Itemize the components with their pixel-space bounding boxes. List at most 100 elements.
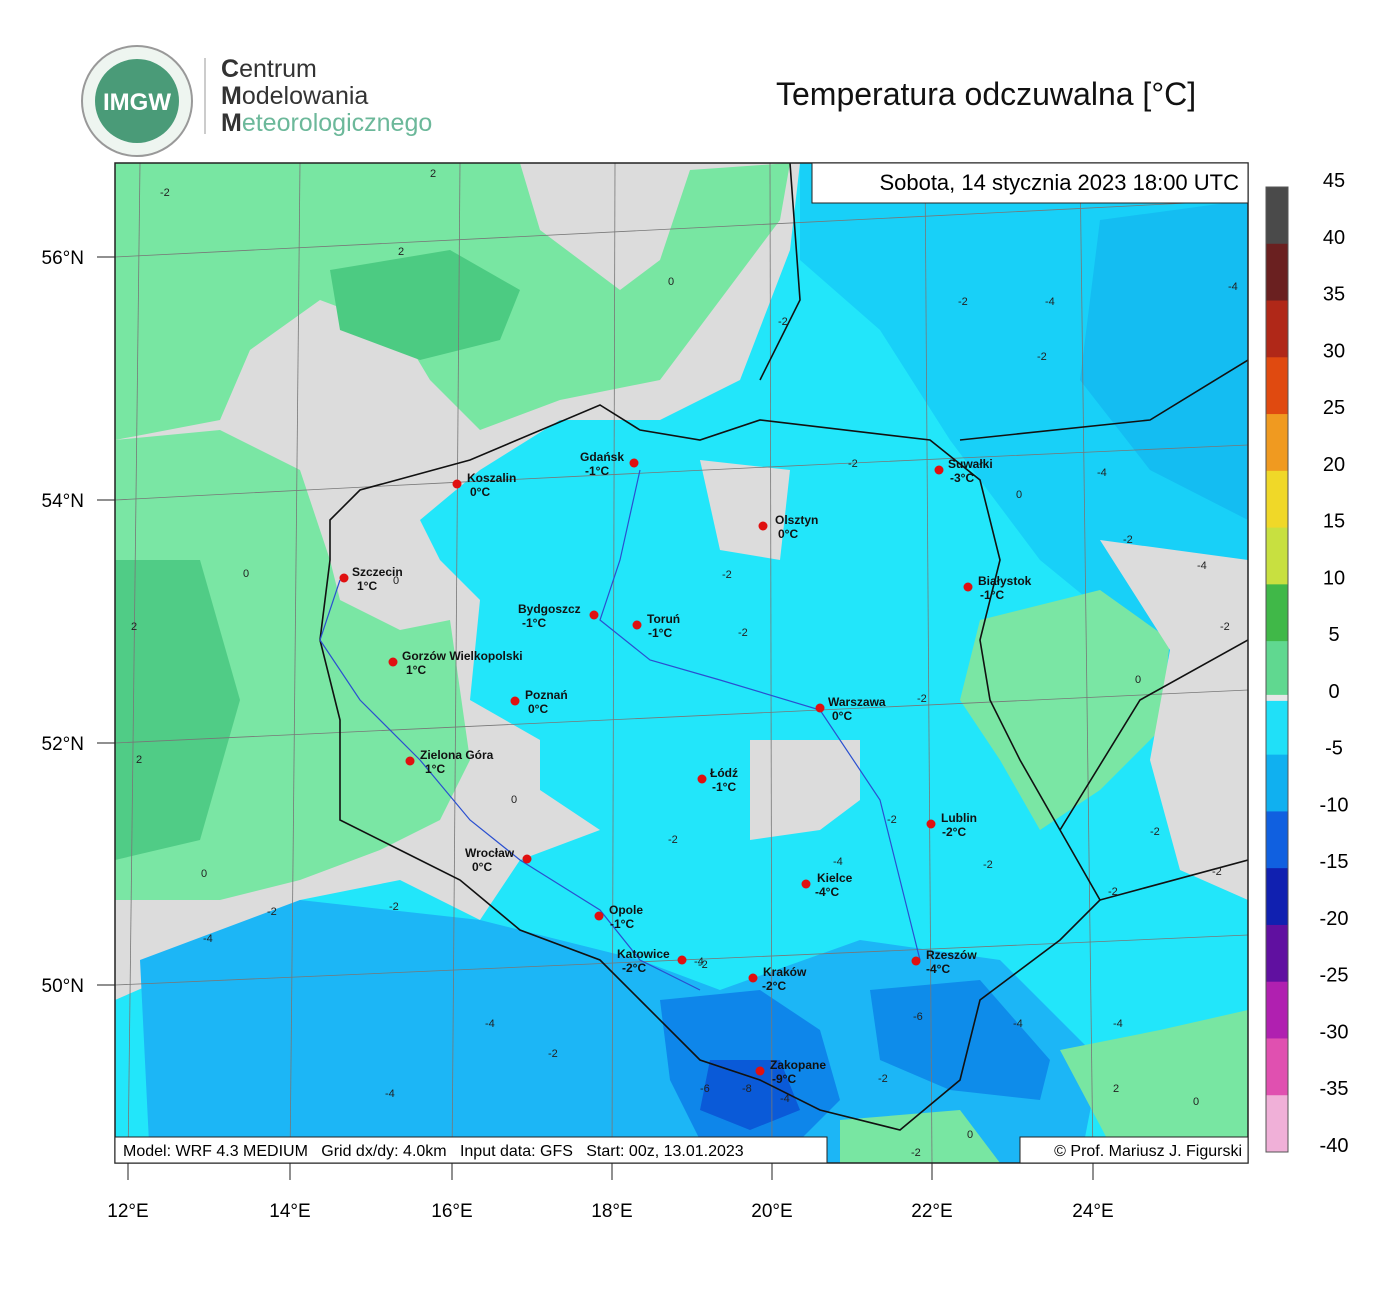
contour-label: -2 [160, 187, 170, 199]
city-dot [801, 879, 811, 889]
field [115, 430, 470, 900]
colorbar-segment [1266, 243, 1288, 302]
city-dot [510, 696, 520, 706]
map-frame [114, 162, 1249, 1164]
date: Sobota, 14 stycznia 2023 18:00 UTC [879, 170, 1239, 195]
city-dot [748, 973, 758, 983]
contour-label: 2 [131, 621, 137, 633]
contour-label: -4 [385, 1088, 395, 1100]
city-dot [758, 521, 768, 531]
city-name: Zakopane [770, 1058, 826, 1072]
city-dot [522, 854, 532, 864]
contour-label: -4 [1197, 560, 1207, 572]
city-temp: -1°C [648, 626, 672, 640]
lon-label: 16°E [431, 1201, 472, 1222]
city-dot [911, 956, 921, 966]
city-name: Opole [609, 903, 643, 917]
colorbar-label: 10 [1323, 567, 1345, 589]
credit-box [1019, 1136, 1249, 1164]
field [800, 163, 1248, 700]
city-dot [934, 465, 944, 475]
colorbar-segment [1266, 1038, 1288, 1096]
city-dot [594, 911, 604, 921]
city-dot [697, 774, 707, 784]
city-name: Katowice [617, 947, 670, 961]
colorbar-segment [1266, 187, 1288, 245]
city-dot [755, 1066, 765, 1076]
contour-label: -2 [1212, 866, 1222, 878]
colorbar-label: -10 [1320, 794, 1349, 816]
contour-label: -2 [389, 901, 399, 913]
city-name: Gorzów Wielkopolski [402, 649, 523, 663]
lon-label: 24°E [1072, 1201, 1113, 1222]
city-name: Toruń [647, 612, 680, 626]
contour-label: -2 [958, 296, 968, 308]
contour-label: -4 [694, 956, 704, 968]
city-dot [589, 610, 599, 620]
title: Temperatura odczuwalna [°C] [776, 76, 1197, 112]
field [115, 560, 240, 860]
contour-label: -2 [267, 906, 277, 918]
contour-label: -2 [778, 316, 788, 328]
city-dot [963, 582, 973, 592]
org-line: Meteorologicznego [221, 109, 433, 137]
colorbar-label: 20 [1323, 454, 1345, 476]
contour-label: 0 [967, 1129, 973, 1141]
contour-label: -2 [698, 959, 708, 971]
colorbar-segment [1266, 357, 1288, 415]
contour-label: -4 [1013, 1018, 1023, 1030]
contour-label: 0 [1016, 489, 1022, 501]
colorbar-label: 35 [1323, 284, 1345, 306]
colorbar-segment [1266, 584, 1288, 642]
contour-label: -2 [548, 1048, 558, 1060]
colorbar-segment [1266, 754, 1288, 812]
org-name: Centrum Modelowania Meteorologicznego [221, 56, 432, 137]
city-temp: -1°C [980, 588, 1004, 602]
field [140, 900, 1100, 1163]
contour-label: -2 [738, 627, 748, 639]
lon-label: 14°E [269, 1201, 310, 1222]
colorbar-label: 45 [1323, 170, 1345, 192]
city-name: Lublin [941, 811, 977, 825]
field [330, 250, 520, 360]
contour-label: -4 [1097, 467, 1107, 479]
logo: IMGW [81, 45, 193, 157]
contour-label: -2 [1123, 534, 1133, 546]
colorbar-label: -25 [1320, 965, 1349, 987]
footer-credit: © Prof. Mariusz J. Figurski [1054, 1143, 1242, 1160]
contour-label: -4 [1113, 1018, 1123, 1030]
field [115, 163, 790, 440]
colorbar-label: -35 [1320, 1078, 1349, 1100]
contour-label: -6 [700, 1083, 710, 1095]
city-temp: 1°C [357, 579, 377, 593]
field [1060, 1010, 1248, 1163]
contour-label: 0 [393, 575, 399, 587]
city-name: Warszawa [828, 695, 886, 709]
lon-label: 18°E [591, 1201, 632, 1222]
footer-box [114, 1136, 828, 1164]
lon-label: 22°E [911, 1201, 952, 1222]
field [1080, 200, 1248, 520]
colorbar-segment [1266, 1095, 1288, 1153]
colorbar-segment [1266, 697, 1288, 756]
colorbar-label: -20 [1320, 908, 1349, 930]
contour-label: -4 [1228, 281, 1238, 293]
city-temp: -2°C [762, 979, 786, 993]
city-dot [629, 458, 639, 468]
graticule [115, 163, 1248, 1163]
city-name: Łódź [710, 766, 738, 780]
field [870, 980, 1050, 1100]
colorbar-segment [1266, 300, 1288, 358]
lat-label: 52°N [42, 734, 84, 755]
city-temp: 1°C [425, 762, 445, 776]
city-name: Szczecin [352, 565, 403, 579]
contour-label: -8 [742, 1083, 752, 1095]
contour-label: 0 [1135, 674, 1141, 686]
contour-label: 2 [430, 168, 436, 180]
city-name: Wrocław [465, 846, 515, 860]
contour-label: 0 [511, 794, 517, 806]
colorbar-segment [1266, 924, 1288, 983]
contour-label: -4 [485, 1018, 495, 1030]
field [1100, 540, 1248, 900]
field [115, 163, 1248, 1163]
